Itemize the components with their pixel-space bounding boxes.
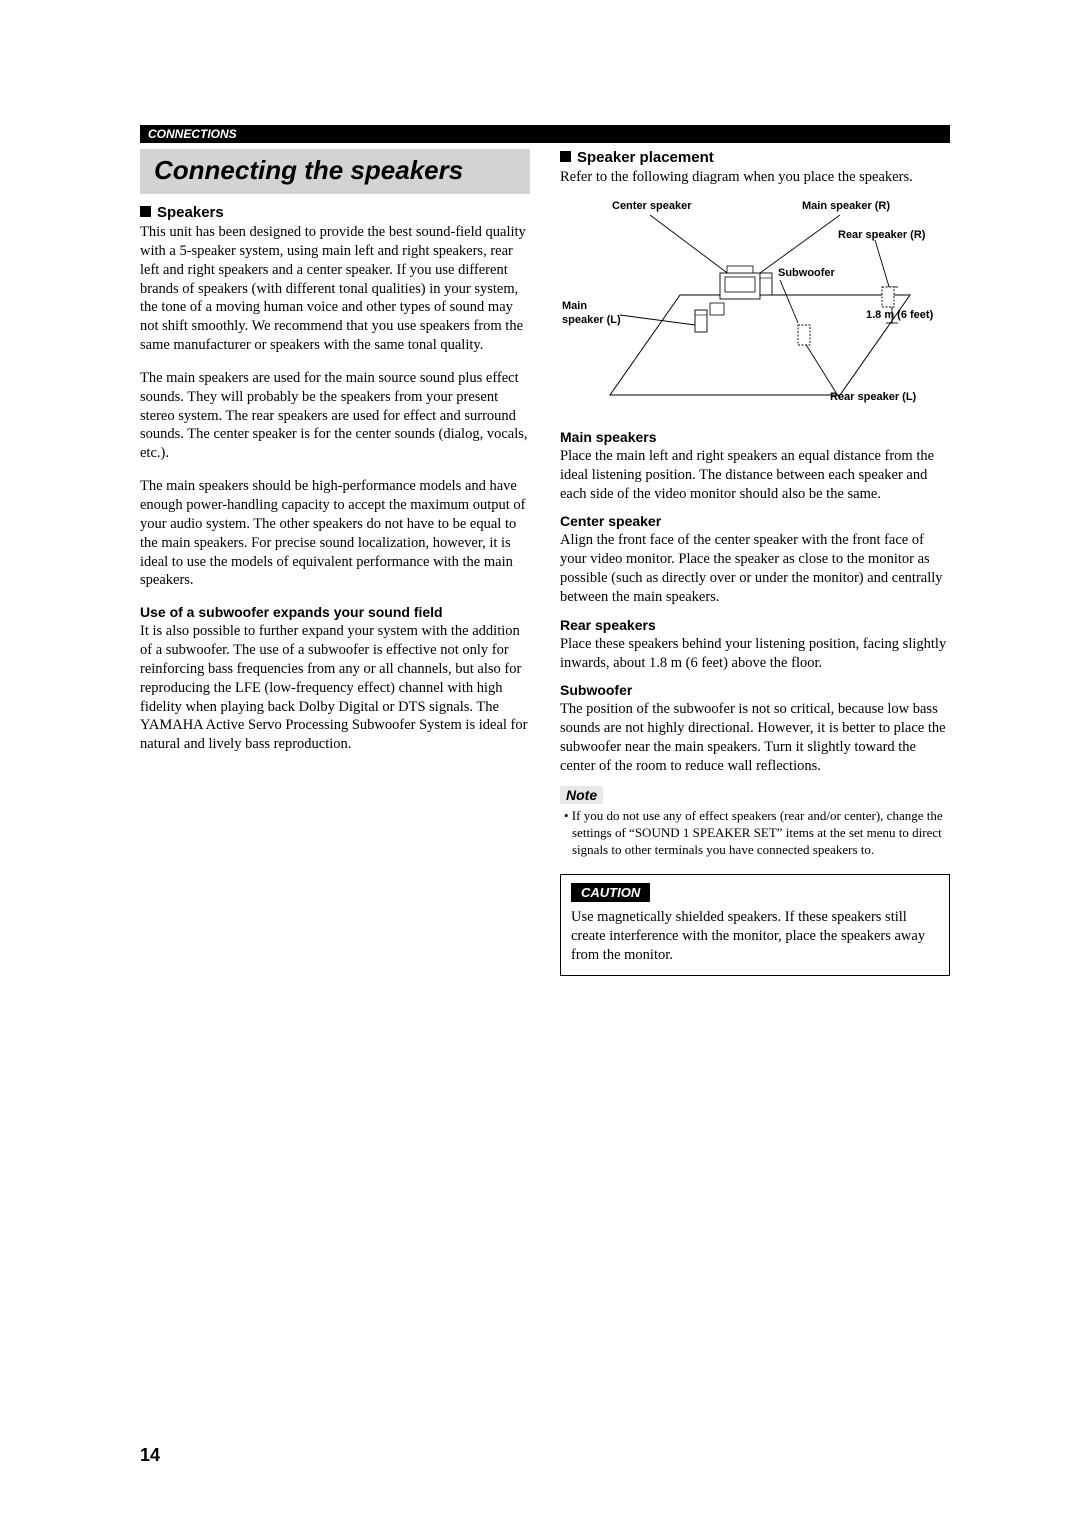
bullet-square-icon: [140, 206, 151, 217]
label-main-speaker-r: Main speaker (R): [802, 200, 890, 212]
center-speaker-para: Align the front face of the center speak…: [560, 531, 950, 606]
caution-text: Use magnetically shielded speakers. If t…: [571, 908, 939, 965]
speakers-para-3: The main speakers should be high-perform…: [140, 477, 530, 590]
main-speakers-subhead: Main speakers: [560, 429, 950, 445]
label-main-speaker-l-2: speaker (L): [562, 314, 621, 326]
label-main-speaker-l-1: Main: [562, 300, 587, 312]
speakers-heading: Speakers: [140, 204, 530, 221]
subwoofer-para: It is also possible to further expand yo…: [140, 622, 530, 754]
page-title: Connecting the speakers: [154, 155, 520, 186]
rear-speakers-para: Place these speakers behind your listeni…: [560, 635, 950, 673]
speakers-para-1: This unit has been designed to provide t…: [140, 223, 530, 355]
caution-label: CAUTION: [571, 883, 650, 902]
subwoofer-subhead: Use of a subwoofer expands your sound fi…: [140, 604, 530, 620]
placement-heading: Speaker placement: [560, 149, 950, 166]
placement-intro: Refer to the following diagram when you …: [560, 168, 950, 187]
section-label: CONNECTIONS: [148, 127, 237, 141]
note-body: • If you do not use any of effect speake…: [560, 808, 950, 859]
room-diagram-svg: [560, 195, 950, 415]
two-column-layout: Connecting the speakers Speakers This un…: [140, 149, 950, 976]
main-speakers-para: Place the main left and right speakers a…: [560, 447, 950, 504]
center-speaker-subhead: Center speaker: [560, 513, 950, 529]
manual-page: CONNECTIONS Connecting the speakers Spea…: [0, 0, 1080, 1528]
speaker-placement-diagram: Center speaker Main speaker (R) Rear spe…: [560, 195, 950, 415]
bullet-square-icon: [560, 151, 571, 162]
subwoofer-placement-subhead: Subwoofer: [560, 682, 950, 698]
label-center-speaker: Center speaker: [612, 200, 692, 212]
page-number: 14: [140, 1445, 160, 1466]
left-column: Connecting the speakers Speakers This un…: [140, 149, 530, 976]
speakers-para-2: The main speakers are used for the main …: [140, 369, 530, 463]
label-subwoofer: Subwoofer: [778, 267, 835, 279]
right-column: Speaker placement Refer to the following…: [560, 149, 950, 976]
label-rear-speaker-l: Rear speaker (L): [830, 391, 916, 403]
caution-box: CAUTION Use magnetically shielded speake…: [560, 874, 950, 976]
subwoofer-placement-para: The position of the subwoofer is not so …: [560, 700, 950, 775]
page-title-box: Connecting the speakers: [140, 149, 530, 194]
section-header-bar: CONNECTIONS: [140, 125, 950, 143]
rear-speakers-subhead: Rear speakers: [560, 617, 950, 633]
note-label: Note: [560, 786, 603, 804]
label-rear-speaker-r: Rear speaker (R): [838, 229, 925, 241]
label-height: 1.8 m (6 feet): [866, 309, 933, 321]
